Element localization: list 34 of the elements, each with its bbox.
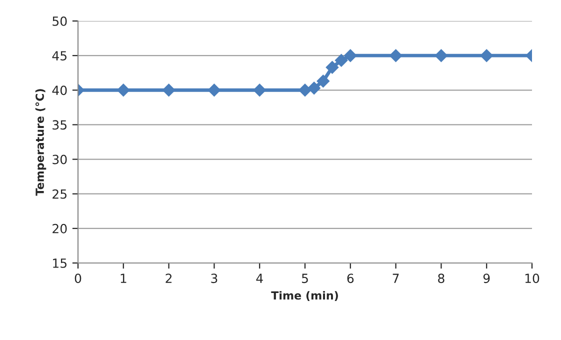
point [253, 84, 266, 97]
y-tick-label: 20 [52, 224, 67, 234]
point [344, 49, 357, 62]
point [389, 49, 402, 62]
y-tick-label: 45 [52, 51, 66, 60]
y-tick-label: 50 [52, 16, 67, 26]
point [308, 82, 320, 94]
point [162, 84, 176, 97]
point [298, 84, 312, 97]
y-tick-label: 35 [52, 120, 66, 130]
x-tick-label: 6 [347, 274, 354, 284]
x-tick-label: 9 [483, 274, 490, 284]
point [480, 49, 494, 62]
point [208, 84, 221, 97]
y-tick-label: 30 [52, 154, 67, 164]
y-tick-label: 15 [53, 258, 66, 268]
point [116, 84, 130, 97]
y-tick-label: 25 [52, 189, 66, 199]
x-tick-label: 10 [525, 274, 540, 284]
x-tick-label: 5 [302, 274, 308, 284]
x-tick-label: 0 [74, 274, 82, 284]
point [326, 60, 339, 74]
point [316, 74, 330, 88]
x-tick-label: 7 [392, 274, 399, 283]
x-tick-label: 4 [256, 274, 263, 283]
x-tick-label: 1 [120, 274, 126, 283]
x-axis-title: Time (min) [271, 291, 338, 301]
x-tick-label: 8 [438, 274, 444, 284]
y-tick-label: 40 [52, 86, 67, 96]
x-tick-label: 2 [166, 274, 172, 283]
point [334, 54, 348, 67]
x-tick-label: 3 [211, 274, 218, 284]
point [434, 49, 448, 62]
y-axis-title: Temperature (°C) [35, 89, 46, 196]
